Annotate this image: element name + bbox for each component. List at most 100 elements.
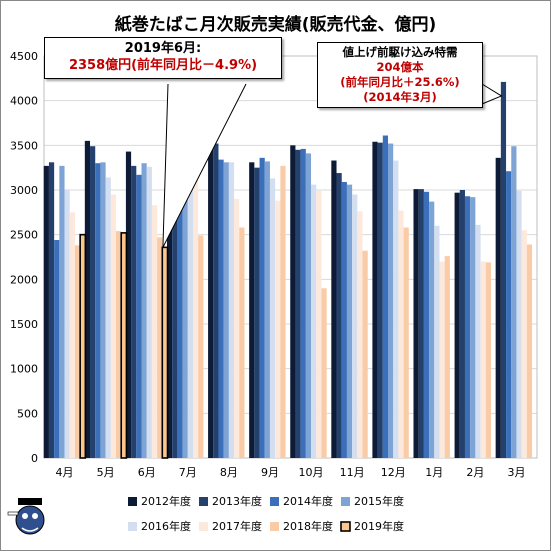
bar: [388, 143, 394, 458]
mascot-icon: [7, 498, 45, 535]
bar: [208, 132, 214, 458]
x-tick-label: 5月: [97, 466, 115, 479]
bar: [290, 145, 296, 459]
bar: [157, 237, 163, 458]
y-tick-label: 1500: [10, 318, 38, 331]
bar: [480, 261, 486, 458]
bar: [74, 245, 81, 458]
x-tick-label: 10月: [299, 466, 324, 479]
bar: [141, 163, 147, 458]
bar: [166, 146, 173, 458]
bar: [346, 184, 353, 458]
y-tick-label: 0: [31, 452, 38, 465]
bar: [218, 159, 224, 459]
annotation-2019-june-pointer: [162, 83, 247, 248]
bar: [316, 190, 322, 459]
bar: [84, 140, 91, 458]
bar: [95, 163, 101, 458]
bar: [352, 194, 358, 458]
x-tick-label: 3月: [507, 466, 525, 479]
x-tick-label: 11月: [340, 466, 365, 479]
bar: [54, 240, 60, 458]
bar: [311, 184, 317, 458]
legend-label: 2017年度: [212, 519, 262, 533]
bar: [146, 166, 152, 459]
annotation-2014-march-line-2: 204億本: [376, 59, 424, 74]
bar: [79, 233, 87, 459]
bar: [136, 174, 142, 458]
y-tick-label: 500: [17, 407, 38, 420]
x-tick-label: 8月: [220, 466, 238, 479]
bar: [362, 250, 368, 458]
bar: [69, 212, 75, 458]
annotation-2019-june: 2019年6月: 2358億円(前年同月比－4.9%): [44, 37, 282, 79]
bar: [64, 190, 70, 458]
legend-label: 2013年度: [212, 494, 262, 508]
bar: [413, 189, 419, 458]
x-tick-label: 2月: [466, 466, 484, 479]
y-tick-label: 4000: [10, 95, 38, 108]
annotation-2019-june-line-1: 2019年6月:: [124, 41, 202, 56]
bar: [454, 192, 460, 458]
bar: [377, 142, 383, 459]
bar: [43, 165, 49, 458]
legend-label: 2014年度: [283, 494, 333, 508]
bar: [110, 194, 117, 458]
bar: [187, 140, 193, 458]
bar: [475, 224, 481, 458]
bar: [485, 262, 491, 458]
y-tick-label: 2000: [10, 273, 38, 286]
bar: [161, 246, 169, 459]
bar: [500, 81, 507, 458]
legend-swatch: [270, 522, 279, 531]
bar: [151, 205, 158, 458]
bar: [192, 152, 199, 459]
x-tick-label: 4月: [56, 466, 74, 479]
bar: [357, 211, 363, 458]
legend-swatch: [341, 497, 350, 506]
annotation-2014-march: 値上げ前駆け込み特需 204億本 (前年同月比＋25.6%) (2014年3月): [317, 42, 483, 108]
bar: [269, 178, 276, 459]
y-tick-label: 4500: [10, 50, 38, 63]
bar: [516, 190, 522, 459]
x-tick-label: 9月: [261, 466, 279, 479]
bar: [48, 162, 55, 458]
bar: [198, 235, 204, 458]
legend-label: 2012年度: [141, 494, 191, 508]
bar: [403, 227, 409, 458]
legend-label: 2019年度: [354, 519, 404, 533]
bar: [336, 173, 342, 458]
bar: [213, 143, 219, 458]
bar: [300, 148, 306, 458]
bar: [506, 171, 512, 459]
bar: [398, 210, 404, 458]
legend-swatch: [270, 497, 279, 506]
bar: [131, 165, 137, 458]
bar: [239, 227, 245, 458]
x-tick-label: 6月: [138, 466, 156, 479]
annotation-2014-march-line-4: (2014年3月): [363, 89, 437, 104]
bar: [321, 288, 327, 458]
bar: [521, 230, 527, 458]
bar: [125, 151, 132, 458]
legend-label: 2018年度: [283, 519, 333, 533]
legend-swatch: [128, 522, 137, 531]
bar: [464, 196, 471, 458]
bar: [495, 157, 501, 458]
chart-title: 紙巻たばこ月次販売実績(販売代金、億円): [115, 14, 437, 35]
bar: [439, 261, 445, 458]
bar: [459, 190, 465, 458]
bar: [259, 157, 265, 458]
bar: [105, 177, 111, 458]
bar: [228, 162, 235, 458]
bar: [254, 167, 260, 458]
bar: [223, 162, 229, 458]
bar: [234, 198, 240, 458]
bar: [526, 244, 533, 458]
bar: [172, 148, 178, 458]
bar: [511, 146, 517, 458]
annotation-2014-march-line-1: 値上げ前駆け込み特需: [342, 45, 458, 59]
y-tick-label: 1000: [10, 363, 38, 376]
